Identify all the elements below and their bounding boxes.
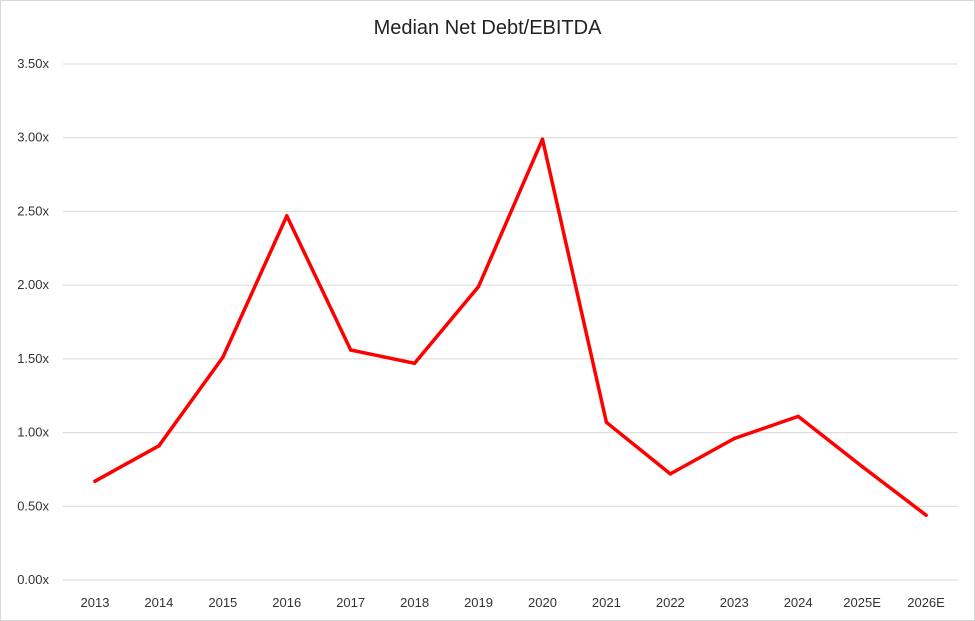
x-tick-label: 2025E: [843, 595, 881, 610]
data-point: [285, 214, 289, 218]
x-tick-label: 2017: [336, 595, 365, 610]
x-tick-label: 2016: [272, 595, 301, 610]
x-axis-ticks: 2013 2014 2015 2016 2017 2018 2019 2020 2021 2022…: [81, 595, 946, 610]
data-point: [924, 513, 928, 517]
series-line: [93, 137, 928, 517]
data-point: [412, 361, 417, 366]
data-point: [221, 355, 225, 360]
y-tick-label: 3.00x: [17, 130, 49, 145]
x-tick-label: 2023: [720, 595, 749, 610]
data-point: [540, 137, 545, 141]
data-point: [860, 464, 864, 469]
data-point: [796, 414, 800, 419]
x-tick-label: 2021: [592, 595, 621, 610]
data-point: [93, 479, 97, 483]
x-tick-label: 2019: [464, 595, 493, 610]
y-tick-label: 1.00x: [17, 425, 49, 440]
x-tick-label: 2014: [144, 595, 173, 610]
data-point: [157, 444, 161, 448]
data-point: [348, 348, 353, 352]
y-axis-ticks: 0.00x 0.50x 1.00x 1.50x 2.00x 2.50x 3.00x 3.50x: [17, 56, 49, 587]
x-tick-label: 2018: [400, 595, 429, 610]
y-tick-label: 2.00x: [17, 277, 49, 292]
data-point: [668, 472, 673, 476]
y-tick-label: 0.50x: [17, 498, 49, 513]
x-tick-label: 2020: [528, 595, 557, 610]
gridlines: [63, 63, 958, 581]
y-tick-label: 1.50x: [17, 351, 49, 366]
series-group: [93, 137, 928, 517]
data-point: [604, 420, 609, 425]
data-point: [476, 284, 481, 289]
chart-title: Median Net Debt/EBITDA: [373, 17, 602, 39]
data-point: [732, 436, 736, 441]
x-tick-label: 2026E: [907, 595, 945, 610]
x-tick-label: 2024: [784, 595, 813, 610]
x-tick-label: 2015: [208, 595, 237, 610]
y-tick-label: 3.50x: [17, 56, 49, 71]
y-tick-label: 0.00x: [17, 572, 49, 587]
x-tick-label: 2022: [656, 595, 685, 610]
x-tick-label: 2013: [81, 595, 110, 610]
y-tick-label: 2.50x: [17, 203, 49, 218]
